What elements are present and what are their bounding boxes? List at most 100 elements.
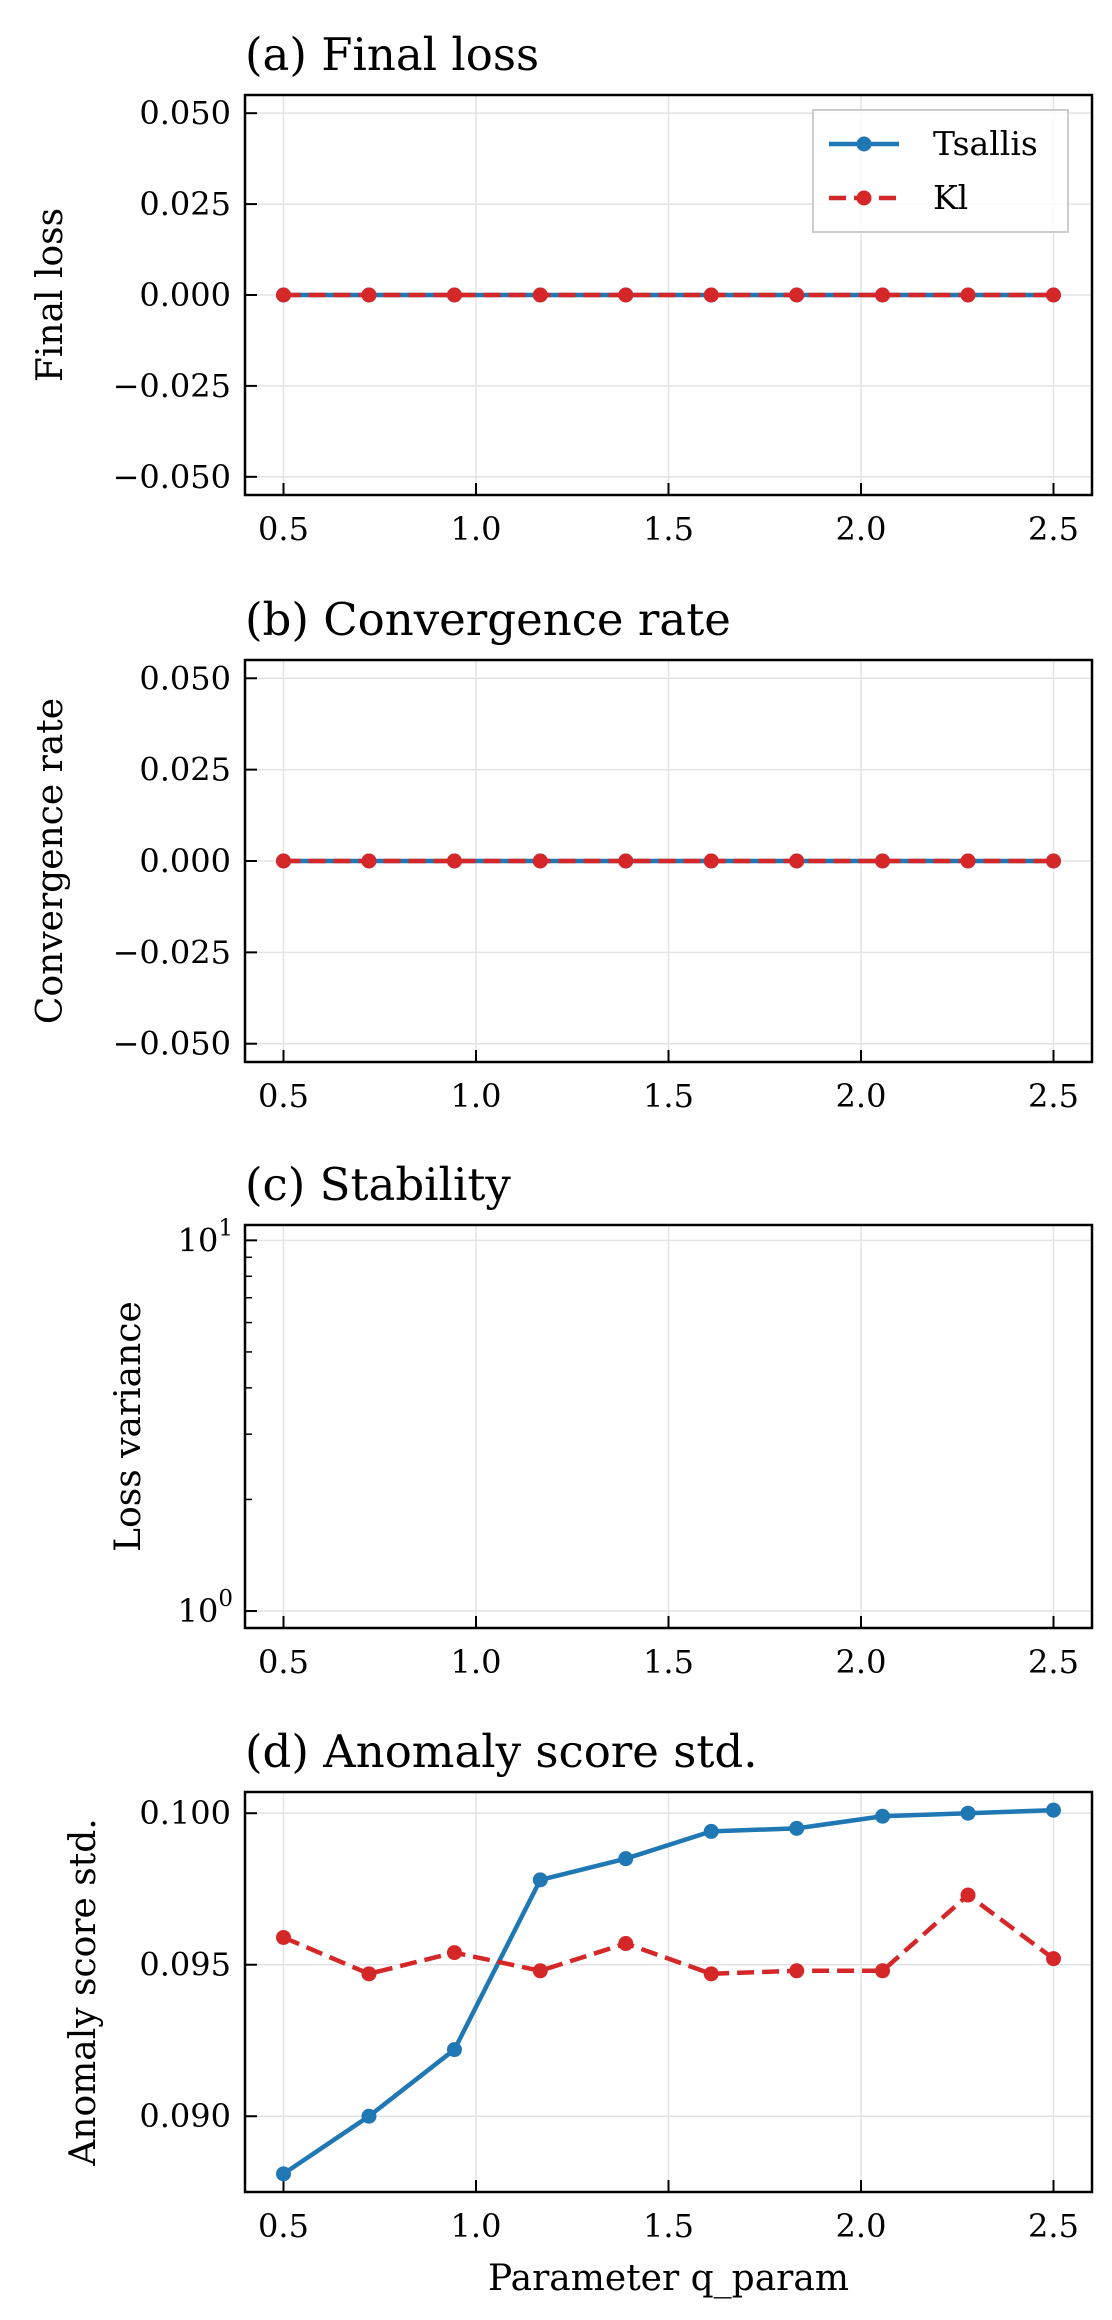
- legend-marker-tsallis: [856, 136, 872, 152]
- x-tick-label: 1.0: [451, 1077, 502, 1115]
- data-point-kl: [618, 1936, 634, 1952]
- y-tick-label: −0.025: [113, 933, 231, 971]
- data-point-kl: [532, 287, 548, 303]
- plot-frame: [243, 1223, 1094, 1630]
- data-point-tsallis: [361, 2108, 377, 2124]
- x-tick-label: 0.5: [258, 510, 309, 548]
- y-axis-label: Convergence rate: [30, 698, 71, 1024]
- data-point-kl: [276, 287, 291, 303]
- x-tick-label: 1.0: [451, 1643, 502, 1681]
- chart-title: (c) Stability: [245, 1158, 511, 1211]
- data-point-kl: [618, 853, 634, 869]
- x-tick-label: 2.0: [836, 510, 887, 548]
- x-tick-label: 0.5: [258, 1077, 309, 1115]
- chart-title: (a) Final loss: [245, 28, 539, 81]
- data-point-tsallis: [703, 1823, 719, 1839]
- x-tick-label: 2.0: [836, 1643, 887, 1681]
- x-tick-label: 1.5: [643, 1077, 694, 1115]
- data-point-tsallis: [532, 1872, 548, 1888]
- data-point-kl: [361, 853, 377, 869]
- data-point-kl: [361, 287, 377, 303]
- y-axis-label: Loss variance: [108, 1301, 149, 1552]
- y-tick-base: 10: [178, 1221, 219, 1259]
- x-tick-label: 1.0: [451, 510, 502, 548]
- data-point-kl: [618, 287, 634, 303]
- y-tick-base: 10: [178, 1592, 219, 1630]
- data-point-kl: [789, 1963, 805, 1979]
- x-tick-label: 2.0: [836, 1077, 887, 1115]
- plot-frame: [243, 658, 1094, 1064]
- legend-label-tsallis: Tsallis: [933, 124, 1038, 163]
- x-tick-label: 1.5: [643, 510, 694, 548]
- x-tick-label: 2.5: [1028, 1643, 1079, 1681]
- series-line-kl: [282, 1892, 1055, 1977]
- x-tick-label: 0.5: [258, 2207, 309, 2245]
- chart-title: (d) Anomaly score std.: [245, 1725, 758, 1778]
- y-tick-label: 0.000: [139, 842, 231, 880]
- data-point-kl: [276, 853, 291, 869]
- x-tick-label: 1.5: [643, 1643, 694, 1681]
- data-point-kl: [960, 287, 976, 303]
- x-tick-label: 2.5: [1028, 510, 1079, 548]
- legend-label-kl: Kl: [933, 178, 968, 217]
- chart-panel-4: 0.5 1.0 1.5 2.0 2.5 0.090 0.095 0.100 (d) Anomal…: [63, 1725, 1094, 2299]
- series-line-tsallis: [282, 1807, 1054, 2176]
- y-tick-label: 0.090: [139, 2097, 231, 2135]
- data-point-kl: [789, 853, 805, 869]
- y-tick-label: 0.025: [139, 751, 231, 789]
- data-point-tsallis: [276, 2166, 291, 2182]
- y-tick-label: −0.050: [113, 1025, 231, 1063]
- y-tick-label: −0.050: [113, 458, 231, 496]
- y-tick-exponent: 1: [218, 1215, 233, 1241]
- data-point-kl: [875, 287, 891, 303]
- data-point-kl: [703, 853, 719, 869]
- y-tick-label: 0.100: [139, 1794, 231, 1832]
- plot-frame: [243, 1790, 1094, 2194]
- data-point-kl: [789, 287, 805, 303]
- data-point-kl: [446, 1945, 462, 1961]
- data-point-kl: [703, 1966, 719, 1982]
- chart-panel-1: 0.5 1.0 1.5 2.0 2.5 −0.050 −0.025 0.000 0.025 0.0…: [30, 28, 1094, 548]
- y-tick-label: 100: [178, 1586, 233, 1630]
- data-point-kl: [446, 853, 462, 869]
- x-tick-label: 1.0: [451, 2207, 502, 2245]
- data-point-kl: [1046, 853, 1061, 869]
- data-point-kl: [446, 287, 462, 303]
- y-tick-label: 0.025: [139, 185, 231, 223]
- data-point-tsallis: [875, 1808, 891, 1824]
- y-tick-exponent: 0: [218, 1586, 233, 1612]
- data-point-tsallis: [446, 2042, 462, 2058]
- legend-frame: [812, 109, 1069, 233]
- y-axis-label: Final loss: [30, 208, 71, 382]
- legend-marker-kl: [856, 190, 872, 206]
- x-tick-label: 2.0: [836, 2207, 887, 2245]
- data-point-kl: [875, 853, 891, 869]
- data-point-kl: [960, 1887, 976, 1903]
- data-point-kl: [532, 1963, 548, 1979]
- data-point-kl: [875, 1963, 891, 1979]
- data-point-kl: [1046, 287, 1061, 303]
- y-tick-label: 0.050: [139, 659, 231, 697]
- y-tick-label: 0.050: [139, 94, 231, 132]
- y-tick-label: 0.095: [139, 1946, 231, 1984]
- x-tick-label: 2.5: [1028, 2207, 1079, 2245]
- chart-title: (b) Convergence rate: [245, 593, 731, 646]
- data-point-kl: [361, 1966, 377, 1982]
- data-point-kl: [1046, 1951, 1061, 1967]
- x-tick-label: 2.5: [1028, 1077, 1079, 1115]
- y-tick-label: −0.025: [113, 367, 231, 405]
- data-point-tsallis: [960, 1805, 976, 1821]
- plot-frame: [243, 93, 1094, 497]
- y-axis-label: Anomaly score std.: [63, 1818, 104, 2166]
- x-axis-label: Parameter q_param: [488, 2258, 849, 2299]
- data-point-tsallis: [789, 1820, 805, 1836]
- y-tick-label: 0.000: [139, 276, 231, 314]
- data-point-kl: [276, 1929, 291, 1945]
- y-tick-label: 101: [178, 1215, 233, 1259]
- x-tick-label: 0.5: [258, 1643, 309, 1681]
- x-tick-label: 1.5: [643, 2207, 694, 2245]
- data-point-kl: [703, 287, 719, 303]
- legend: Tsallis Kl: [812, 109, 1069, 233]
